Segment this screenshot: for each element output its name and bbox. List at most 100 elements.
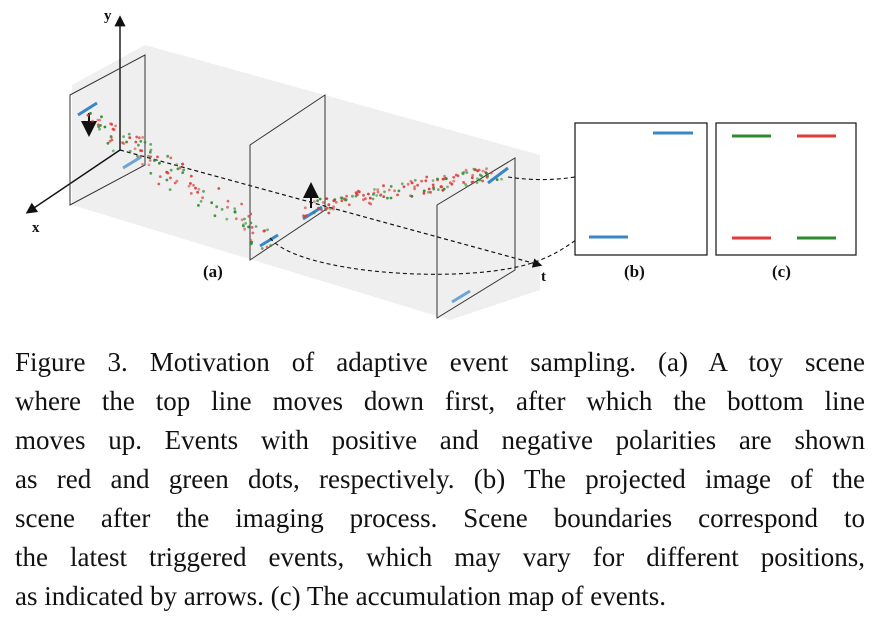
event-dot [240, 202, 244, 206]
event-dot [429, 190, 432, 194]
event-dot [321, 201, 325, 204]
event-dots [86, 112, 503, 250]
event-dot [393, 189, 396, 193]
event-dot [86, 113, 90, 117]
event-dot [242, 223, 245, 227]
panel-b-label: (b) [624, 262, 645, 281]
event-dot [122, 135, 125, 139]
figure-svg: y x t (a) (b) (c) [25, 8, 857, 320]
event-dot [215, 205, 219, 209]
event-dot [197, 204, 200, 207]
event-dot [356, 189, 360, 193]
event-dot [454, 173, 458, 177]
event-dot [247, 214, 251, 218]
event-dot [476, 177, 479, 181]
event-dot [410, 194, 414, 198]
event-dot [250, 226, 254, 229]
event-dot [475, 181, 479, 185]
event-dot [189, 182, 192, 185]
event-dot [189, 174, 193, 178]
event-dot [431, 179, 435, 183]
caption-line: Figure 3. Motivation of adaptive event s… [15, 347, 865, 377]
event-dot [427, 187, 431, 191]
event-dot [109, 135, 113, 138]
event-dot [247, 225, 251, 229]
event-dot [420, 179, 423, 183]
event-dot [100, 115, 103, 119]
event-dot [243, 217, 246, 221]
event-dot [413, 185, 416, 189]
event-dot [461, 171, 464, 175]
event-dot [173, 181, 177, 185]
event-dot [376, 188, 379, 192]
panel-b-box [574, 122, 708, 256]
event-dot [436, 177, 439, 181]
event-dot [265, 245, 269, 249]
event-dot [156, 155, 159, 159]
event-dot [135, 135, 139, 139]
bottom-line-frame-3 [451, 289, 471, 304]
event-dot [382, 195, 386, 199]
event-dot [406, 182, 410, 186]
event-dot [147, 154, 150, 158]
event-dot [347, 203, 351, 207]
panel-a-label: (a) [203, 262, 223, 281]
event-dot [210, 201, 214, 205]
event-dot [149, 155, 153, 159]
event-dot [169, 168, 173, 172]
event-dot [114, 124, 117, 128]
event-dot [400, 182, 404, 186]
event-dot [452, 175, 456, 179]
event-dot [413, 187, 416, 191]
event-dot [351, 194, 354, 198]
event-dot [128, 149, 132, 153]
event-dot [168, 188, 172, 192]
top-line-frame-3 [487, 166, 509, 185]
event-dot [125, 140, 128, 144]
event-dot [166, 154, 170, 158]
event-dot [446, 185, 449, 189]
event-dot [465, 171, 469, 175]
panel-c-box [715, 122, 857, 256]
event-dot [106, 141, 110, 145]
event-dot [175, 179, 179, 183]
event-dot [316, 199, 319, 203]
event-dot [260, 247, 264, 250]
event-dot [382, 184, 385, 188]
event-dot [266, 228, 269, 232]
t-axis-label: t [541, 269, 546, 285]
event-dot [340, 196, 344, 200]
event-dot [158, 175, 162, 179]
bottom-line-frame-2 [259, 233, 279, 248]
event-dot [481, 169, 485, 173]
event-dot [134, 140, 138, 144]
event-dot [431, 183, 435, 187]
event-dot [233, 207, 237, 211]
event-dot [127, 132, 131, 136]
event-dot [165, 178, 169, 182]
event-dot [139, 139, 143, 143]
event-dot [213, 214, 217, 218]
event-dot [233, 210, 237, 214]
event-dot [471, 173, 475, 177]
event-dot [397, 189, 401, 193]
event-dot [143, 140, 147, 144]
y-axis-label: y [104, 8, 112, 24]
event-dot [99, 124, 102, 127]
event-dot [327, 211, 331, 215]
event-dot [243, 227, 247, 231]
caption-line: as indicated by arrows. (c) The accumula… [15, 581, 667, 611]
event-dot [441, 177, 445, 181]
event-dot [340, 199, 344, 203]
event-dot [383, 190, 386, 194]
event-dot [356, 193, 359, 197]
event-dot [325, 206, 329, 210]
event-dot [389, 185, 393, 188]
event-dot [225, 217, 229, 221]
frame-plane-1 [69, 54, 146, 206]
event-dot [470, 176, 474, 180]
event-dot [476, 169, 479, 173]
event-dot [149, 148, 153, 152]
event-dot [103, 125, 107, 129]
event-dot [422, 189, 426, 193]
